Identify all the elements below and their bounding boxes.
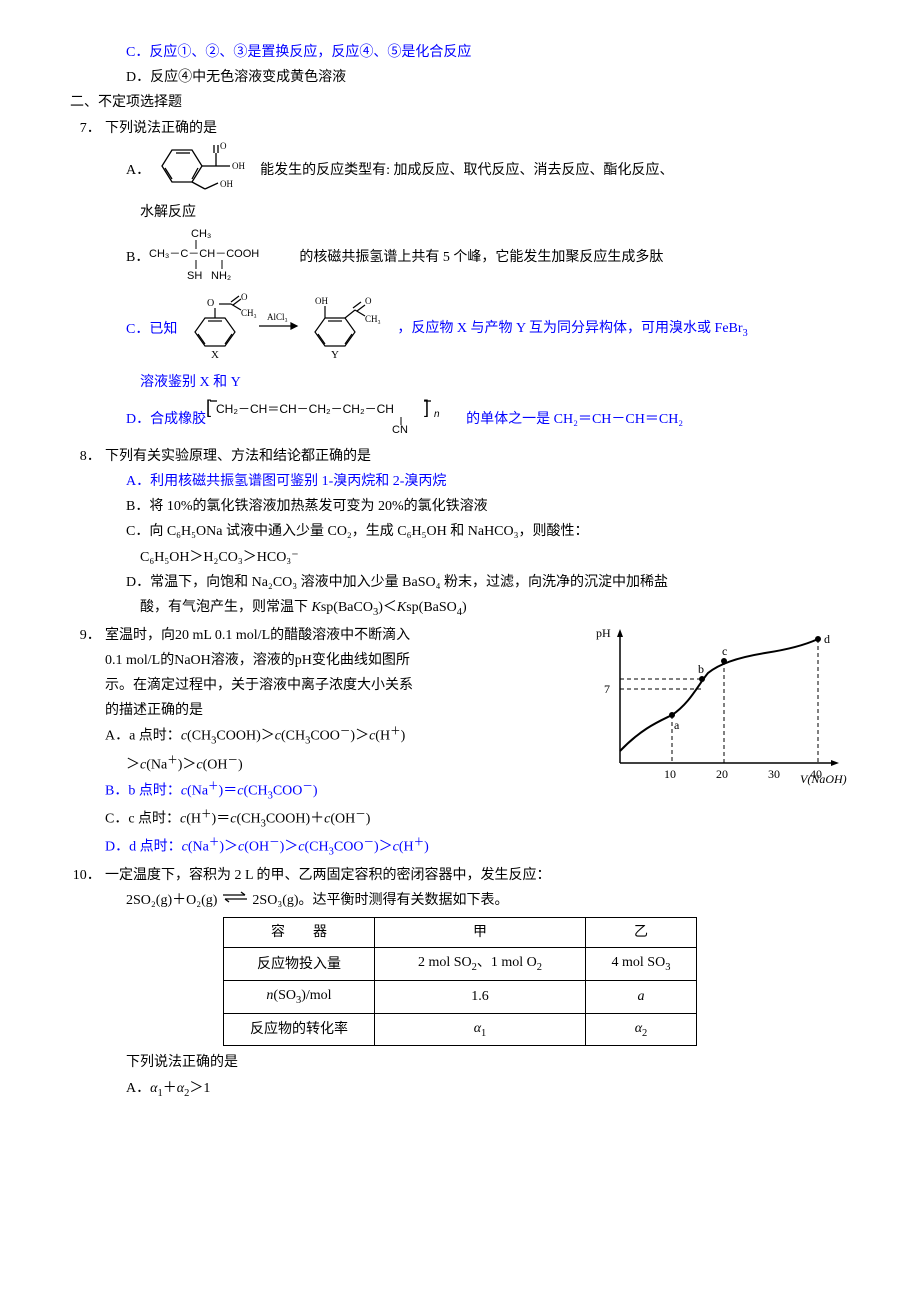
svg-text:CH₃: CH₃ (191, 228, 211, 240)
equilibrium-arrow-icon (221, 888, 249, 913)
q7-c-text: ，反应物 X 与产物 Y 互为同分异构体，可用溴水或 FeBr3 (397, 316, 747, 344)
q7-a-label: A． (126, 158, 150, 183)
q7-b-text: 的核磁共振氢谱上共有 5 个峰，它能发生加聚反应生成多肽 (299, 245, 663, 270)
q8: 8． 下列有关实验原理、方法和结论都正确的是 (70, 444, 850, 469)
q9-stem4: 的描述正确的是 (105, 698, 429, 723)
struct-4-icon: [ CH₂－CH＝CH－CH₂－CH₂－CH ] n CN (206, 395, 466, 444)
q9-option-a2: ＞c(Na＋)＞c(OH－) (105, 752, 429, 778)
q7: 7． 下列说法正确的是 (70, 116, 850, 141)
q6-option-c: C．反应①、②、③是置换反应，反应④、⑤是化合反应 (70, 40, 850, 65)
q10-after: 下列说法正确的是 (70, 1050, 850, 1075)
svg-text:CN: CN (392, 424, 408, 435)
q9-stem2: 0.1 mol/L的NaOH溶液，溶液的pH变化曲线如图所 (105, 648, 429, 673)
svg-text:30: 30 (768, 767, 780, 781)
svg-text:40: 40 (810, 767, 822, 781)
q7-c-cont: 溶液鉴别 X 和 Y (70, 370, 850, 395)
q9-option-a1: A．a 点时：c(CH3COOH)＞c(CH3COO－)＞c(H＋) (105, 723, 429, 751)
svg-text:CH₃－C－CH－COOH: CH₃－C－CH－COOH (149, 248, 259, 260)
svg-text:AlCl₃: AlCl₃ (267, 312, 288, 322)
q7-option-b: B． CH₃－C－CH－COOH CH₃ SH NH₂ 的核磁共振氢谱上共有 5… (70, 225, 850, 290)
q10-num: 10． (70, 863, 105, 888)
svg-text:10: 10 (664, 767, 676, 781)
q7-option-a: A． O OH OH 能发生的反应类型有: 加成反应、取代反应、消去反应、酯化反… (70, 141, 850, 200)
equilibrium-table: 容 器甲乙反应物投入量2 mol SO2、1 mol O24 mol SO3n(… (223, 917, 697, 1046)
svg-text:Y: Y (331, 349, 339, 360)
q9-option-c: C．c 点时：c(H＋)＝c(CH3COOH)＋c(OH－) (105, 806, 429, 834)
q7-d-label: D．合成橡胶 (126, 407, 206, 432)
svg-text:c: c (722, 644, 727, 658)
svg-text:pH: pH (596, 626, 611, 640)
q10: 10． 一定温度下，容积为 2 L 的甲、乙两固定容积的密闭容器中，发生反应： (70, 863, 850, 888)
svg-text:OH: OH (232, 161, 245, 171)
q7-b-label: B． (126, 245, 149, 270)
svg-text:7: 7 (604, 682, 610, 696)
svg-text:20: 20 (716, 767, 728, 781)
svg-text:O: O (220, 141, 227, 151)
q8-option-a: A．利用核磁共振氢谱图可鉴别 1-溴丙烷和 2-溴丙烷 (70, 469, 850, 494)
svg-text:O: O (365, 296, 372, 306)
struct-1-icon: O OH OH (150, 141, 260, 200)
svg-text:OH: OH (315, 296, 328, 306)
q10-stem2: 2SO₂(g)＋O₂(g) 2SO₃(g)。达平衡时测得有关数据如下表。 (70, 888, 850, 913)
q9-num: 9． (70, 623, 105, 648)
svg-text:O: O (207, 298, 214, 309)
titration-chart: pH V(NaOH) 7 10 20 30 40 a b c d (590, 623, 850, 802)
section-2-heading: 二、不定项选择题 (70, 90, 850, 115)
q7-d-text: 的单体之一是 CH₂＝CH－CH＝CH₂ (466, 407, 683, 432)
q9-stem1: 室温时，向20 mL 0.1 mol/L的醋酸溶液中不断滴入 (105, 623, 429, 648)
svg-text:OH: OH (220, 179, 233, 189)
q8-option-c1: C．向 C₆H₅ONa 试液中通入少量 CO₂，生成 C₆H₅OH 和 NaHC… (70, 519, 850, 544)
q6-option-d: D．反应④中无色溶液变成黄色溶液 (70, 65, 850, 90)
q7-option-d: D．合成橡胶 [ CH₂－CH＝CH－CH₂－CH₂－CH ] n CN 的单体… (70, 395, 850, 444)
svg-text:CH₂－CH＝CH－CH₂－CH₂－CH: CH₂－CH＝CH－CH₂－CH₂－CH (216, 402, 394, 416)
q7-num: 7． (70, 116, 105, 141)
svg-text:n: n (434, 409, 440, 420)
svg-text:a: a (674, 718, 680, 732)
q9-option-b: B．b 点时：c(Na＋)＝c(CH3COO－) (105, 778, 429, 806)
q7-c-label: C．已知 (126, 317, 177, 342)
svg-text:b: b (698, 662, 704, 676)
svg-text:V(NaOH): V(NaOH) (800, 772, 847, 786)
q8-option-d1: D．常温下，向饱和 Na₂CO₃ 溶液中加入少量 BaSO₄ 粉末，过滤，向洗净… (70, 570, 850, 595)
q7-a-text: 能发生的反应类型有: 加成反应、取代反应、消去反应、酯化反应、 (260, 158, 673, 183)
svg-text:CH₃: CH₃ (241, 308, 257, 318)
svg-text:]: ] (424, 397, 429, 417)
q7-a-cont: 水解反应 (70, 200, 850, 225)
svg-text:SH: SH (187, 270, 202, 281)
q9-stem3: 示。在滴定过程中，关于溶液中离子浓度大小关系 (105, 673, 429, 698)
q8-option-d2: 酸，有气泡产生，则常温下 Ksp(BaCO3)＜Ksp(BaSO4) (70, 595, 850, 623)
q7-option-c: C．已知 O O CH₃ X AlCl₃ (70, 290, 850, 369)
svg-text:O: O (241, 292, 248, 302)
svg-text:CH₃: CH₃ (365, 314, 381, 324)
q7-stem: 下列说法正确的是 (105, 116, 217, 141)
q8-stem: 下列有关实验原理、方法和结论都正确的是 (105, 444, 371, 469)
svg-text:X: X (211, 349, 219, 360)
q8-option-b: B．将 10%的氯化铁溶液加热蒸发可变为 20%的氯化铁溶液 (70, 494, 850, 519)
q9: 9． 室温时，向20 mL 0.1 mol/L的醋酸溶液中不断滴入 0.1 mo… (70, 623, 578, 863)
svg-text:NH₂: NH₂ (211, 270, 231, 281)
struct-3-icon: O O CH₃ X AlCl₃ OH O CH₃ (177, 290, 397, 369)
svg-text:[: [ (206, 397, 211, 417)
q10-option-a: A．α1＋α2＞1 (70, 1076, 850, 1104)
struct-2-icon: CH₃－C－CH－COOH CH₃ SH NH₂ (149, 225, 299, 290)
svg-text:d: d (824, 632, 830, 646)
q8-option-c2: C₆H₅OH＞H₂CO₃＞HCO₃⁻ (70, 545, 850, 570)
q9-option-d: D．d 点时：c(Na＋)＞c(OH－)＞c(CH3COO－)＞c(H＋) (105, 834, 429, 862)
q10-stem1: 一定温度下，容积为 2 L 的甲、乙两固定容积的密闭容器中，发生反应： (105, 863, 551, 888)
q8-num: 8． (70, 444, 105, 469)
